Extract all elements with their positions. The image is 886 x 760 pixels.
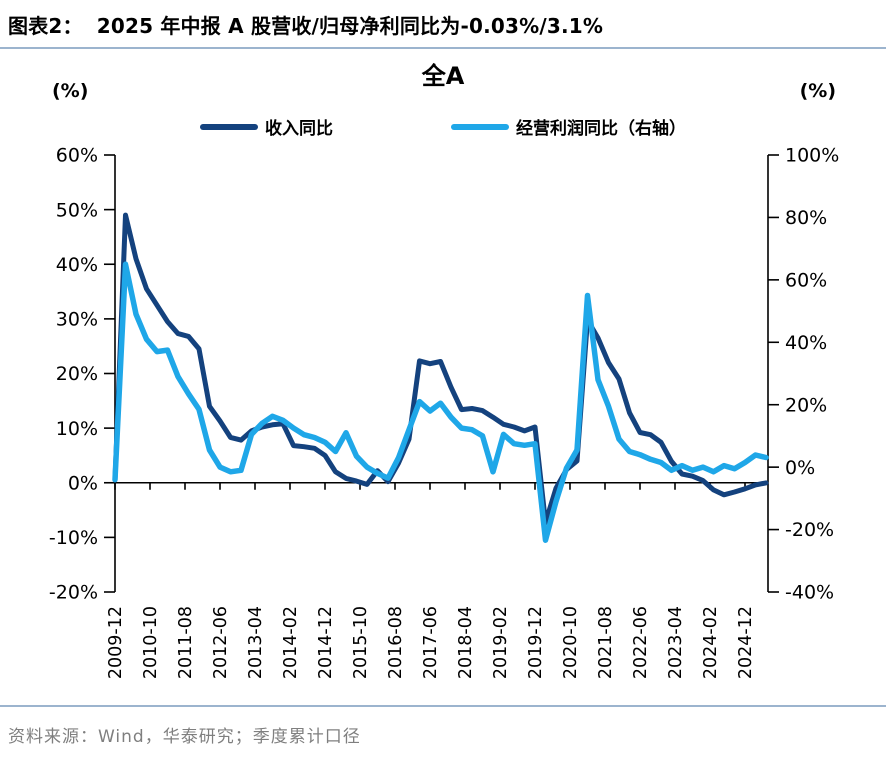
x-axis-tick-label: 2022-06 — [631, 606, 651, 679]
revenue-line — [112, 212, 769, 526]
right-axis-tick-label: 80% — [785, 207, 827, 229]
left-axis-tick-label: -10% — [49, 527, 98, 549]
right-axis-tick-label: 0% — [785, 457, 815, 479]
x-axis-tick-label: 2011-08 — [176, 606, 196, 679]
left-axis-tick-label: 0% — [68, 472, 98, 494]
x-axis-tick-label: 2016-08 — [386, 606, 406, 679]
x-axis-tick-label: 2012-06 — [211, 606, 231, 679]
profit-line — [112, 261, 769, 543]
x-axis-tick-label: 2019-02 — [491, 606, 511, 679]
legend-item-profit: 经营利润同比（右轴） — [451, 114, 686, 139]
right-axis-tick-label: 100% — [785, 145, 839, 167]
left-axis-tick-label: -20% — [49, 582, 98, 604]
chart-title: 全A — [421, 62, 465, 90]
left-axis-tick-label: 20% — [56, 363, 98, 385]
x-axis-tick-label: 2019-12 — [526, 606, 546, 679]
right-axis-tick-label: -20% — [785, 519, 834, 541]
right-axis-tick-label: 60% — [785, 270, 827, 292]
right-axis-tick-label: 40% — [785, 332, 827, 354]
right-axis-tick-label: -40% — [785, 582, 834, 604]
x-axis-tick-label: 2023-04 — [666, 606, 686, 679]
x-axis-tick-label: 2015-10 — [351, 606, 371, 679]
left-axis-tick-label: 10% — [56, 418, 98, 440]
x-axis-tick-label: 2017-06 — [421, 606, 441, 679]
x-axis-tick-label: 2009-12 — [106, 606, 126, 679]
left-axis-tick-label: 30% — [56, 309, 98, 331]
profit-line-swatch — [451, 123, 509, 130]
source-note: 资料来源：Wind，华泰研究；季度累计口径 — [8, 727, 361, 747]
figure-tag: 图表2： — [8, 14, 83, 38]
x-axis-tick-label: 2014-02 — [281, 606, 301, 679]
figure-header: 图表2： 2025 年中报 A 股营收/归母净利同比为-0.03%/3.1% — [8, 10, 878, 39]
left-axis-tick-label: 40% — [56, 254, 98, 276]
revenue-line-swatch — [200, 123, 258, 130]
footer-divider — [0, 705, 886, 707]
title-divider — [0, 47, 886, 49]
x-axis-tick-label: 2018-04 — [456, 606, 476, 679]
figure-title: 2025 年中报 A 股营收/归母净利同比为-0.03%/3.1% — [96, 14, 604, 38]
right-axis-unit-label: (%) — [799, 80, 836, 102]
chart-legend: 收入同比 经营利润同比（右轴） — [0, 114, 886, 139]
right-axis-tick-label: 20% — [785, 394, 827, 416]
left-axis-unit-label: (%) — [52, 80, 89, 102]
x-axis-tick-label: 2024-12 — [736, 606, 756, 679]
x-axis-tick-label: 2014-12 — [316, 606, 336, 679]
x-axis-tick-label: 2021-08 — [596, 606, 616, 679]
left-axis-tick-label: 50% — [56, 199, 98, 221]
legend-label-profit: 经营利润同比（右轴） — [516, 119, 686, 139]
x-axis-tick-label: 2013-04 — [246, 606, 266, 679]
legend-item-revenue: 收入同比 — [200, 114, 333, 139]
x-axis-tick-label: 2020-10 — [561, 606, 581, 679]
x-axis-tick-label: 2024-02 — [701, 606, 721, 679]
legend-label-revenue: 收入同比 — [265, 119, 333, 139]
left-axis-tick-label: 60% — [56, 145, 98, 167]
x-axis-tick-label: 2010-10 — [141, 606, 161, 679]
